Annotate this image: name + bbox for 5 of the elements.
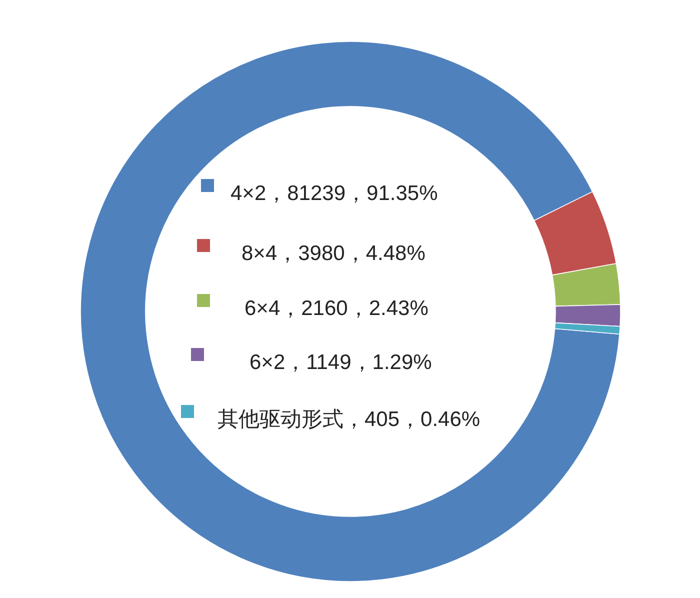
legend-label: 其他驱动形式，405，0.46% [218, 408, 480, 431]
legend-label: 4×2，81239，91.35% [230, 182, 438, 205]
legend-label: 6×4，2160，2.43% [244, 297, 428, 320]
legend-label: 8×4，3980，4.48% [242, 242, 426, 265]
legend-label: 6×2，1149，1.29% [250, 351, 432, 374]
